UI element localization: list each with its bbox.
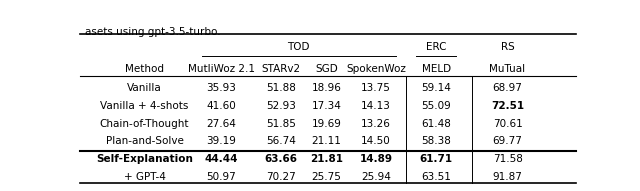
Text: 69.77: 69.77 [493, 136, 522, 146]
Text: 19.69: 19.69 [312, 119, 342, 129]
Text: 35.93: 35.93 [207, 83, 236, 93]
Text: 68.97: 68.97 [493, 83, 522, 93]
Text: 14.89: 14.89 [360, 154, 392, 164]
Text: 44.44: 44.44 [205, 154, 238, 164]
Text: 18.96: 18.96 [312, 83, 342, 93]
Text: 59.14: 59.14 [421, 83, 451, 93]
Text: 61.71: 61.71 [420, 154, 452, 164]
Text: 52.93: 52.93 [266, 101, 296, 111]
Text: + GPT-4: + GPT-4 [124, 172, 165, 182]
Text: 51.85: 51.85 [266, 119, 296, 129]
Text: Plan-and-Solve: Plan-and-Solve [106, 136, 184, 146]
Text: 70.27: 70.27 [266, 172, 296, 182]
Text: 13.26: 13.26 [361, 119, 391, 129]
Text: 91.87: 91.87 [493, 172, 522, 182]
Text: 13.75: 13.75 [361, 83, 391, 93]
Text: 17.34: 17.34 [312, 101, 342, 111]
Text: TOD: TOD [287, 42, 310, 52]
Text: 25.94: 25.94 [361, 172, 391, 182]
Text: 21.11: 21.11 [312, 136, 342, 146]
Text: Vanilla + 4-shots: Vanilla + 4-shots [100, 101, 189, 111]
Text: 56.74: 56.74 [266, 136, 296, 146]
Text: RS: RS [500, 42, 515, 52]
Text: STARv2: STARv2 [261, 64, 300, 74]
Text: 14.50: 14.50 [361, 136, 391, 146]
Text: 71.58: 71.58 [493, 154, 522, 164]
Text: 55.09: 55.09 [421, 101, 451, 111]
Text: 41.60: 41.60 [207, 101, 236, 111]
Text: MELD: MELD [422, 64, 451, 74]
Text: asets using gpt-3.5-turbo.: asets using gpt-3.5-turbo. [85, 27, 221, 37]
Text: 63.51: 63.51 [421, 172, 451, 182]
Text: ERC: ERC [426, 42, 446, 52]
Text: SpokenWoz: SpokenWoz [346, 64, 406, 74]
Text: 50.97: 50.97 [207, 172, 236, 182]
Text: 70.61: 70.61 [493, 119, 522, 129]
Text: 51.88: 51.88 [266, 83, 296, 93]
Text: MuTual: MuTual [490, 64, 525, 74]
Text: 72.51: 72.51 [491, 101, 524, 111]
Text: 14.13: 14.13 [361, 101, 391, 111]
Text: 27.64: 27.64 [207, 119, 236, 129]
Text: 21.81: 21.81 [310, 154, 343, 164]
Text: Chain-of-Thought: Chain-of-Thought [100, 119, 189, 129]
Text: Vanilla: Vanilla [127, 83, 162, 93]
Text: SGD: SGD [315, 64, 338, 74]
Text: 63.66: 63.66 [264, 154, 298, 164]
Text: 39.19: 39.19 [207, 136, 236, 146]
Text: 25.75: 25.75 [312, 172, 342, 182]
Text: 58.38: 58.38 [421, 136, 451, 146]
Text: 61.48: 61.48 [421, 119, 451, 129]
Text: Method: Method [125, 64, 164, 74]
Text: Self-Explanation: Self-Explanation [96, 154, 193, 164]
Text: MutliWoz 2.1: MutliWoz 2.1 [188, 64, 255, 74]
